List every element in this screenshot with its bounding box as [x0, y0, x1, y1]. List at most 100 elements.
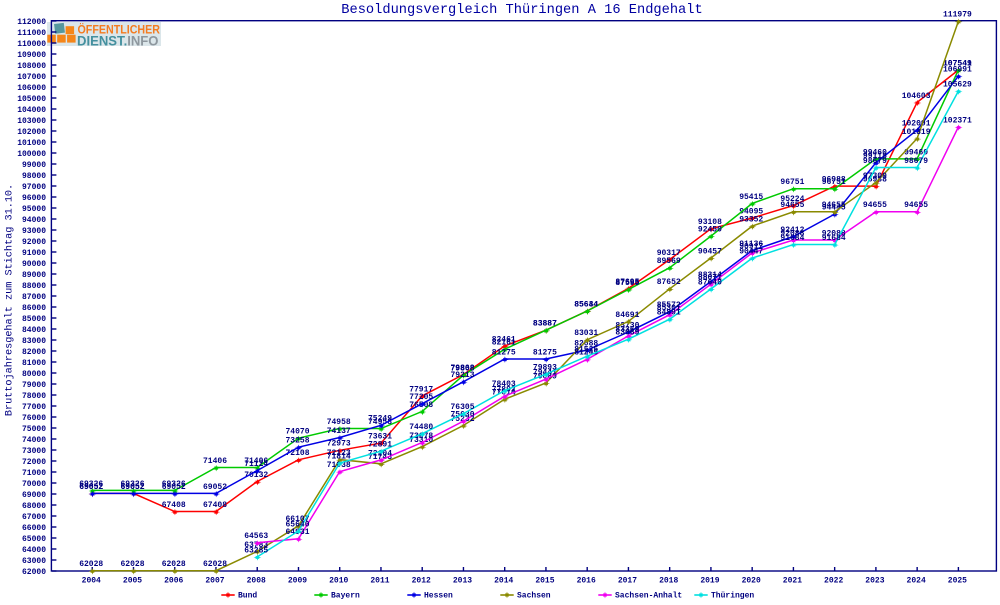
svg-text:Besoldungsvergleich Thüringen: Besoldungsvergleich Thüringen A 16 Endge… — [341, 3, 702, 18]
svg-text:65000: 65000 — [22, 535, 46, 544]
svg-text:74070: 74070 — [285, 428, 309, 437]
svg-text:77205: 77205 — [409, 393, 433, 402]
svg-text:2022: 2022 — [824, 577, 843, 586]
svg-text:95415: 95415 — [739, 193, 763, 202]
svg-text:112000: 112000 — [17, 18, 46, 27]
svg-text:87652: 87652 — [657, 278, 681, 287]
svg-text:71406: 71406 — [244, 457, 268, 466]
svg-text:81245: 81245 — [574, 349, 598, 358]
svg-text:88000: 88000 — [22, 282, 46, 291]
svg-text:92088: 92088 — [780, 229, 804, 238]
svg-text:63000: 63000 — [22, 557, 46, 566]
svg-text:69052: 69052 — [162, 483, 186, 492]
svg-text:79893: 79893 — [533, 364, 557, 373]
svg-text:2014: 2014 — [494, 577, 513, 586]
svg-text:72973: 72973 — [327, 440, 351, 449]
svg-text:98679: 98679 — [904, 157, 928, 166]
svg-text:90457: 90457 — [698, 247, 722, 256]
svg-text:84891: 84891 — [657, 309, 681, 318]
svg-text:2005: 2005 — [123, 577, 142, 586]
svg-text:83000: 83000 — [22, 337, 46, 346]
svg-text:102000: 102000 — [17, 128, 46, 137]
svg-text:81275: 81275 — [533, 348, 557, 357]
svg-text:84000: 84000 — [22, 326, 46, 335]
svg-text:73631: 73631 — [368, 433, 392, 442]
svg-text:62000: 62000 — [22, 568, 46, 577]
svg-text:2010: 2010 — [329, 577, 348, 586]
svg-text:2024: 2024 — [907, 577, 926, 586]
svg-text:79089: 79089 — [533, 372, 557, 381]
svg-text:2025: 2025 — [948, 577, 967, 586]
svg-text:99460: 99460 — [904, 148, 928, 157]
svg-text:90317: 90317 — [657, 249, 681, 258]
svg-text:73000: 73000 — [22, 447, 46, 456]
svg-text:2006: 2006 — [164, 577, 183, 586]
svg-text:95224: 95224 — [780, 195, 804, 204]
svg-text:ÖFFENTLICHER: ÖFFENTLICHER — [78, 21, 161, 36]
svg-text:105629: 105629 — [943, 81, 972, 90]
svg-text:75000: 75000 — [22, 425, 46, 434]
svg-text:80000: 80000 — [22, 370, 46, 379]
svg-text:83887: 83887 — [533, 320, 557, 329]
svg-text:69326: 69326 — [79, 480, 103, 489]
svg-text:106000: 106000 — [17, 84, 46, 93]
svg-text:83887: 83887 — [533, 320, 557, 329]
svg-text:107000: 107000 — [17, 73, 46, 82]
svg-text:79000: 79000 — [22, 381, 46, 390]
svg-text:2009: 2009 — [288, 577, 307, 586]
svg-text:2019: 2019 — [700, 577, 719, 586]
svg-text:64000: 64000 — [22, 546, 46, 555]
svg-text:77917: 77917 — [409, 385, 433, 394]
svg-text:69052: 69052 — [79, 483, 103, 492]
svg-text:73258: 73258 — [285, 437, 309, 446]
svg-text:2004: 2004 — [82, 577, 101, 586]
svg-text:88314: 88314 — [698, 271, 722, 280]
svg-text:101000: 101000 — [17, 139, 46, 148]
svg-text:81525: 81525 — [574, 346, 598, 355]
svg-text:94655: 94655 — [904, 201, 928, 210]
svg-text:71814: 71814 — [327, 452, 351, 461]
svg-text:106991: 106991 — [943, 66, 972, 75]
svg-text:83031: 83031 — [574, 329, 598, 338]
svg-text:85644: 85644 — [574, 300, 598, 309]
svg-text:63783: 63783 — [244, 541, 268, 550]
svg-text:105000: 105000 — [17, 95, 46, 104]
svg-text:Sachsen-Anhalt: Sachsen-Anhalt — [615, 592, 682, 600]
svg-text:75232: 75232 — [450, 415, 474, 424]
svg-text:96751: 96751 — [780, 178, 804, 187]
svg-text:2012: 2012 — [412, 577, 431, 586]
svg-text:96000: 96000 — [22, 194, 46, 203]
svg-text:89569: 89569 — [657, 257, 681, 266]
svg-text:69052: 69052 — [120, 483, 144, 492]
svg-text:2008: 2008 — [247, 577, 266, 586]
svg-text:97000: 97000 — [22, 183, 46, 192]
svg-text:62028: 62028 — [120, 560, 144, 569]
svg-text:2021: 2021 — [783, 577, 802, 586]
svg-text:64563: 64563 — [244, 532, 268, 541]
svg-text:62028: 62028 — [203, 560, 227, 569]
svg-text:87640: 87640 — [698, 278, 722, 287]
svg-text:71406: 71406 — [203, 457, 227, 466]
svg-text:72891: 72891 — [368, 441, 392, 450]
svg-text:82461: 82461 — [492, 335, 516, 344]
svg-text:79868: 79868 — [450, 364, 474, 373]
svg-text:87000: 87000 — [22, 293, 46, 302]
svg-text:83369: 83369 — [615, 325, 639, 334]
svg-text:74000: 74000 — [22, 436, 46, 445]
svg-text:67408: 67408 — [162, 501, 186, 510]
svg-text:93352: 93352 — [739, 216, 763, 225]
svg-text:90447: 90447 — [739, 248, 763, 257]
svg-text:74958: 74958 — [327, 418, 351, 427]
svg-text:66000: 66000 — [22, 524, 46, 533]
svg-text:87695: 87695 — [615, 278, 639, 287]
svg-text:90917: 90917 — [739, 242, 763, 251]
svg-text:94445: 94445 — [822, 204, 846, 213]
svg-text:71743: 71743 — [368, 453, 392, 462]
svg-text:91000: 91000 — [22, 249, 46, 258]
svg-text:81275: 81275 — [492, 348, 516, 357]
svg-text:69000: 69000 — [22, 491, 46, 500]
svg-text:95000: 95000 — [22, 205, 46, 214]
svg-text:91684: 91684 — [822, 234, 846, 243]
svg-text:93000: 93000 — [22, 227, 46, 236]
svg-text:90000: 90000 — [22, 260, 46, 269]
